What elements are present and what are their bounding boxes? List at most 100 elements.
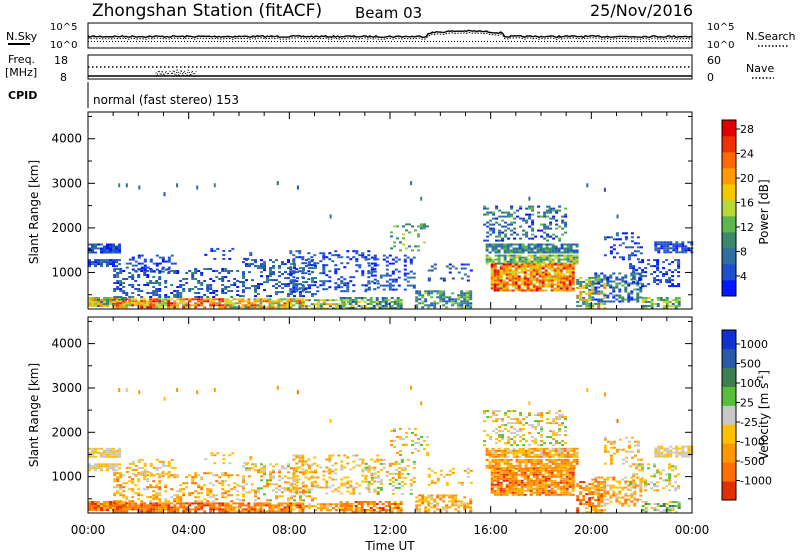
echo-cell <box>143 462 147 465</box>
echo-cell <box>553 275 557 278</box>
echo-cell <box>502 267 506 270</box>
echo-cell <box>229 510 233 513</box>
echo-cell <box>257 267 260 270</box>
echo-cell <box>433 267 437 270</box>
echo-cell <box>644 299 648 301</box>
echo-cell <box>284 263 287 266</box>
echo-cell <box>91 245 94 248</box>
echo-cell <box>113 478 117 481</box>
echo-cell <box>361 254 365 257</box>
echo-cell <box>388 284 392 287</box>
echo-cell <box>585 286 589 289</box>
echo-cell <box>572 258 576 261</box>
echo-cell <box>301 284 305 287</box>
echo-cell <box>552 237 556 240</box>
echo-cell <box>149 306 153 309</box>
echo-cell <box>292 476 296 479</box>
echo-cell <box>538 271 542 274</box>
echo-cell <box>194 490 198 493</box>
echo-cell <box>289 506 293 509</box>
echo-cell <box>603 254 607 257</box>
echo-cell <box>357 501 361 503</box>
echo-cell <box>280 306 284 309</box>
echo-cell <box>284 283 287 286</box>
echo-cell <box>541 491 545 494</box>
echo-cell <box>200 298 204 301</box>
echo-cell <box>503 245 507 248</box>
echo-cell <box>499 467 503 470</box>
echo-cell <box>510 432 514 435</box>
echo-cell <box>232 510 236 513</box>
echo-cell <box>423 225 426 228</box>
echo-cell <box>630 274 634 277</box>
echo-cell <box>340 492 344 495</box>
echo-cell <box>490 267 494 270</box>
echo-cell <box>140 266 144 269</box>
echo-cell <box>460 483 464 486</box>
echo-cell <box>418 294 422 297</box>
echo-cell <box>334 472 338 475</box>
echo-cell <box>549 235 553 238</box>
echo-cell <box>541 271 545 274</box>
echo-cell <box>268 306 272 309</box>
echo-cell <box>568 475 572 478</box>
echo-cell <box>509 254 513 257</box>
echo-cell <box>546 239 550 242</box>
echo-cell <box>537 420 541 423</box>
echo-cell <box>502 283 506 286</box>
echo-cell <box>305 291 308 294</box>
echo-cell <box>242 489 245 492</box>
echo-cell <box>319 486 323 489</box>
echo-cell <box>564 225 568 228</box>
echo-cell <box>566 453 570 456</box>
echo-cell <box>636 258 640 261</box>
echo-cell <box>509 245 513 248</box>
echo-cell <box>539 256 543 259</box>
echo-cell <box>140 306 144 309</box>
echo-cell <box>677 263 681 266</box>
echo-cell <box>375 297 379 299</box>
echo-cell <box>525 233 529 236</box>
echo-cell <box>518 451 522 454</box>
echo-cell <box>191 298 195 301</box>
echo-cell <box>541 479 545 482</box>
echo-cell <box>194 472 198 475</box>
echo-cell <box>403 268 407 271</box>
echo-cell <box>164 502 168 505</box>
echo-cell <box>466 290 470 293</box>
echo-cell <box>507 430 511 433</box>
echo-cell <box>559 289 563 292</box>
echo-cell <box>340 303 344 306</box>
echo-cell <box>544 481 548 484</box>
echo-cell <box>302 493 305 496</box>
echo-cell <box>155 282 159 284</box>
echo-cell <box>501 215 505 218</box>
echo-cell <box>337 284 341 287</box>
echo-cell <box>265 502 269 505</box>
echo-cell <box>460 502 464 505</box>
echo-cell <box>113 296 117 298</box>
echo-cell <box>94 501 97 503</box>
echo-cell <box>588 276 592 279</box>
echo-cell <box>469 296 473 299</box>
echo-cell <box>289 306 293 309</box>
echo-cell <box>334 264 338 267</box>
echo-cell <box>213 249 217 252</box>
echo-cell <box>137 498 141 501</box>
echo-cell <box>263 467 266 470</box>
echo-cell <box>535 277 539 280</box>
echo-cell <box>218 504 222 507</box>
echo-cell <box>553 277 557 280</box>
echo-cell <box>152 286 156 288</box>
echo-cell <box>286 298 290 301</box>
echo-cell <box>469 269 473 272</box>
echo-cell <box>158 502 162 505</box>
echo-cell <box>535 489 539 492</box>
echo-cell <box>544 285 548 288</box>
echo-cell <box>523 467 527 470</box>
echo-cell <box>355 464 359 467</box>
echo-cell <box>212 298 216 301</box>
echo-cell <box>191 476 195 479</box>
echo-cell <box>546 235 550 238</box>
echo-cell <box>529 489 533 492</box>
